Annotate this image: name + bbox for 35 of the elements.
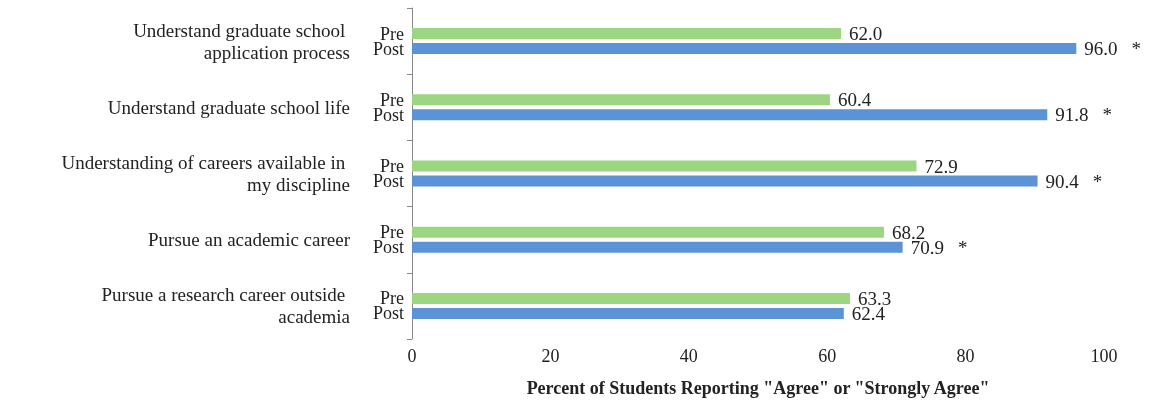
data-label: 91.8 xyxy=(1055,104,1089,126)
x-tick-label: 20 xyxy=(541,346,560,366)
bar xyxy=(412,307,844,319)
x-tick-label: 100 xyxy=(1090,346,1118,366)
annotation: * xyxy=(1102,104,1113,126)
x-tick-label: 40 xyxy=(679,346,698,366)
data-label: 90.4 xyxy=(1045,170,1080,192)
x-tick-label: 0 xyxy=(407,346,417,366)
bar xyxy=(412,28,842,40)
y-tick-label: Understanding of careers available in my discipline xyxy=(61,152,350,195)
text: Post xyxy=(372,237,404,258)
text: * xyxy=(1131,38,1142,60)
y-tick-label: Understand graduate school life xyxy=(107,96,350,118)
y-tick-label: Understand graduate school application process xyxy=(133,19,350,63)
bar xyxy=(412,175,1038,187)
annotation: * xyxy=(1092,170,1103,192)
bar xyxy=(412,226,884,238)
bar xyxy=(412,109,1048,121)
y-tick-label: Pursue a research career outside academia xyxy=(101,284,351,328)
data-label: 60.4 xyxy=(837,89,872,111)
x-axis-title: Percent of Students Reporting "Agree" or "Strongly Agree" xyxy=(526,378,990,398)
annotation: * xyxy=(957,236,968,258)
bar xyxy=(412,43,1077,55)
x-tick-label: 60 xyxy=(818,346,837,366)
text: Post xyxy=(372,171,404,191)
bar xyxy=(412,160,917,172)
bar xyxy=(412,94,830,106)
x-tick-label: 80 xyxy=(956,346,975,366)
data-label: 62.0 xyxy=(849,23,883,45)
bar xyxy=(412,292,851,304)
data-label: 96.0 xyxy=(1084,38,1118,60)
bar xyxy=(412,241,903,253)
text: Post xyxy=(372,303,404,324)
data-label: 72.9 xyxy=(924,155,958,177)
y-tick-label: Pursue an academic career xyxy=(147,229,351,251)
